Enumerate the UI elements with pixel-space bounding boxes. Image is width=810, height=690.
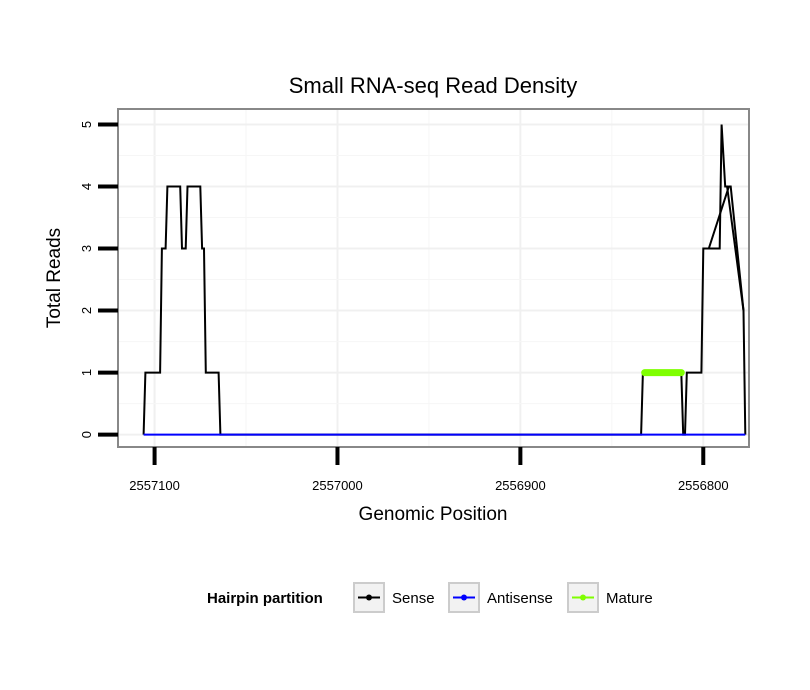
y-tick-label: 2 — [79, 307, 94, 314]
x-tick-label: 2556900 — [495, 478, 546, 493]
series-line-sense — [706, 185, 745, 311]
chart-title: Small RNA-seq Read Density — [289, 73, 578, 98]
legend-entry-antisense: Antisense — [448, 582, 553, 613]
legend-entry-mature: Mature — [567, 582, 653, 613]
legend-point-sense — [366, 594, 372, 601]
y-tick-label: 4 — [79, 183, 94, 190]
legend-point-mature — [580, 594, 586, 601]
y-tick-label: 0 — [79, 431, 94, 438]
legend-point-antisense — [461, 594, 467, 601]
legend-label-antisense: Antisense — [487, 590, 553, 607]
series-layer — [142, 124, 747, 436]
y-axis: 0 1 2 3 4 5 — [79, 121, 118, 438]
legend-label-mature: Mature — [606, 590, 653, 607]
y-tick-label: 5 — [79, 121, 94, 128]
y-tick-label: 1 — [79, 369, 94, 376]
x-tick-label: 2557000 — [312, 478, 363, 493]
x-axis: 2557100 2557000 2556900 2556800 — [129, 447, 729, 493]
plot-panel-border — [117, 108, 750, 448]
x-tick-label: 2556800 — [678, 478, 729, 493]
legend: Hairpin partition Sense Antisense Mature — [207, 582, 653, 613]
legend-title: Hairpin partition — [207, 590, 323, 607]
legend-label-sense: Sense — [392, 590, 435, 607]
y-axis-label: Total Reads — [44, 228, 65, 328]
legend-entry-sense: Sense — [353, 582, 435, 613]
x-axis-label: Genomic Position — [359, 504, 508, 525]
y-tick-label: 3 — [79, 245, 94, 252]
grid — [118, 109, 749, 447]
x-tick-label: 2557100 — [129, 478, 180, 493]
